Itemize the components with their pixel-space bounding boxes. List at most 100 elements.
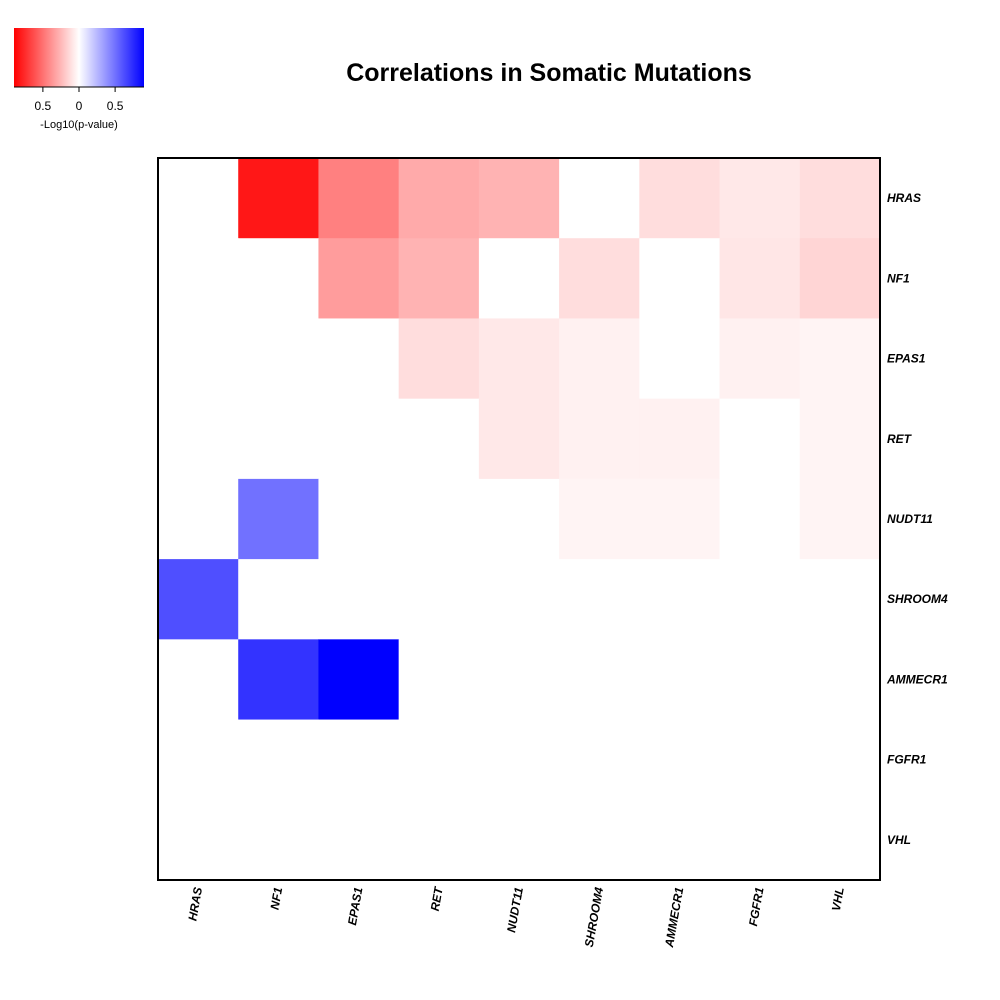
heatmap-cell-ammecr1-nf1 (238, 639, 319, 721)
heatmap-cell-nf1-nudt11 (478, 238, 560, 319)
heatmap-cell-shroom4-nudt11 (478, 559, 560, 640)
heatmap-cells (158, 158, 881, 881)
heatmap-cell-fgfr1-ammecr1 (639, 719, 721, 801)
heatmap-cell-vhl-nudt11 (478, 799, 560, 881)
heatmap-cell-epas1-shroom4 (559, 318, 640, 400)
heatmap-cell-hras-ammecr1 (639, 158, 721, 239)
heatmap-cell-hras-nudt11 (478, 158, 560, 239)
heatmap-cell-ammecr1-epas1 (318, 639, 400, 721)
heatmap-cell-fgfr1-nf1 (238, 719, 319, 801)
heatmap-cell-ammecr1-nudt11 (478, 639, 560, 721)
heatmap-cell-shroom4-nf1 (238, 559, 319, 640)
heatmap-cell-ret-epas1 (318, 398, 400, 480)
heatmap-cell-vhl-ammecr1 (639, 799, 721, 881)
heatmap-cell-ammecr1-vhl (799, 639, 881, 721)
heatmap-cell-nf1-ammecr1 (639, 238, 721, 319)
heatmap-cell-hras-nf1 (238, 158, 319, 239)
heatmap-cell-epas1-vhl (799, 318, 881, 400)
column-label-shroom4: SHROOM4 (582, 886, 606, 949)
heatmap-cell-vhl-hras (158, 799, 239, 881)
heatmap-cell-epas1-epas1 (318, 318, 400, 400)
row-label-vhl: VHL (887, 833, 911, 847)
row-label-ret: RET (887, 432, 913, 446)
column-label-fgfr1: FGFR1 (746, 886, 767, 927)
heatmap-cell-epas1-nudt11 (478, 318, 560, 400)
heatmap-cell-nf1-epas1 (318, 238, 400, 319)
color-legend: 0.5 0 0.5 -Log10(p-value) (14, 28, 144, 131)
heatmap-cell-ammecr1-ret (398, 639, 480, 721)
heatmap-cell-nudt11-hras (158, 478, 239, 560)
column-label-hras: HRAS (185, 886, 205, 922)
heatmap-cell-vhl-vhl (799, 799, 881, 881)
heatmap-cell-ret-ammecr1 (639, 398, 721, 480)
heatmap-cell-shroom4-vhl (799, 559, 881, 640)
heatmap-cell-nudt11-epas1 (318, 478, 400, 560)
heatmap-cell-nudt11-nudt11 (478, 478, 560, 560)
heatmap-cell-epas1-nf1 (238, 318, 319, 400)
heatmap-cell-epas1-hras (158, 318, 239, 400)
row-labels: HRAS NF1 EPAS1 RET NUDT11 SHROOM4 AMMECR1 FGFR1… (886, 191, 948, 847)
heatmap-cell-fgfr1-hras (158, 719, 239, 801)
row-label-shroom4: SHROOM4 (887, 592, 948, 606)
column-labels: HRAS NF1 EPAS1 RET NUDT11 SHROOM4 AMMECR1 FGFR1… (185, 884, 846, 949)
heatmap-cell-shroom4-hras (158, 559, 239, 640)
legend-color-bar (14, 28, 144, 87)
heatmap-cell-nudt11-nf1 (238, 478, 319, 560)
heatmap-cell-vhl-epas1 (318, 799, 400, 881)
row-label-hras: HRAS (887, 191, 921, 205)
column-label-ammecr1: AMMECR1 (662, 886, 687, 949)
row-label-epas1: EPAS1 (887, 352, 926, 366)
legend-tick-label: 0.5 (107, 99, 124, 113)
heatmap-cell-ret-nf1 (238, 398, 319, 480)
heatmap-cell-fgfr1-nudt11 (478, 719, 560, 801)
legend-tick-label: 0.5 (35, 99, 52, 113)
heatmap-cell-epas1-ret (398, 318, 480, 400)
heatmap-cell-nf1-shroom4 (559, 238, 640, 319)
heatmap-cell-nudt11-shroom4 (559, 478, 640, 560)
legend-axis-label: -Log10(p-value) (40, 119, 118, 131)
heatmap-cell-nudt11-ammecr1 (639, 478, 721, 560)
heatmap-cell-ammecr1-shroom4 (559, 639, 640, 721)
column-label-nf1: NF1 (268, 886, 286, 911)
heatmap-cell-nf1-fgfr1 (719, 238, 801, 319)
column-label-vhl: VHL (829, 886, 847, 912)
heatmap-cell-hras-vhl (799, 158, 881, 239)
heatmap-cell-ret-vhl (799, 398, 881, 480)
heatmap-cell-shroom4-shroom4 (559, 559, 640, 640)
heatmap-cell-ret-ret (398, 398, 480, 480)
heatmap-cell-hras-fgfr1 (719, 158, 801, 239)
heatmap-cell-fgfr1-epas1 (318, 719, 400, 801)
row-label-nudt11: NUDT11 (887, 512, 933, 526)
heatmap-cell-ret-hras (158, 398, 239, 480)
heatmap-cell-ret-fgfr1 (719, 398, 801, 480)
row-label-nf1: NF1 (887, 271, 910, 285)
heatmap-cell-hras-epas1 (318, 158, 400, 239)
row-label-ammecr1: AMMECR1 (886, 672, 948, 686)
heatmap-cell-epas1-ammecr1 (639, 318, 721, 400)
heatmap-cell-ret-nudt11 (478, 398, 560, 480)
row-label-fgfr1: FGFR1 (887, 753, 927, 767)
heatmap-cell-hras-ret (398, 158, 480, 239)
heatmap-cell-fgfr1-shroom4 (559, 719, 640, 801)
legend-tick-label: 0 (76, 99, 83, 113)
heatmap-cell-hras-shroom4 (559, 158, 640, 239)
chart-title: Correlations in Somatic Mutations (346, 59, 752, 87)
heatmap-cell-ret-shroom4 (559, 398, 640, 480)
column-label-nudt11: NUDT11 (504, 886, 526, 934)
heatmap-cell-nf1-hras (158, 238, 239, 319)
heatmap-cell-fgfr1-vhl (799, 719, 881, 801)
heatmap-cell-shroom4-fgfr1 (719, 559, 801, 640)
heatmap-cell-nf1-ret (398, 238, 480, 319)
heatmap-cell-ammecr1-fgfr1 (719, 639, 801, 721)
heatmap-cell-ammecr1-ammecr1 (639, 639, 721, 721)
heatmap-cell-vhl-ret (398, 799, 480, 881)
heatmap-cell-fgfr1-ret (398, 719, 480, 801)
column-label-epas1: EPAS1 (345, 886, 366, 927)
plot-frame (157, 157, 881, 881)
column-label-ret: RET (428, 884, 446, 912)
heatmap-cell-shroom4-epas1 (318, 559, 400, 640)
heatmap-cell-shroom4-ret (398, 559, 480, 640)
heatmap-cell-ammecr1-hras (158, 639, 239, 721)
heatmap-cell-nudt11-fgfr1 (719, 478, 801, 560)
heatmap-cell-hras-hras (158, 158, 239, 239)
